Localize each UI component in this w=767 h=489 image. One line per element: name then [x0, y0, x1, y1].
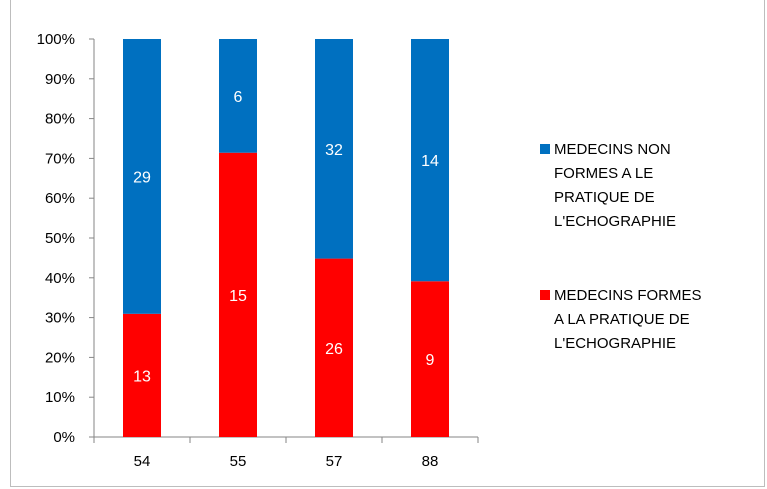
data-label: 6 — [234, 89, 243, 106]
data-label: 13 — [133, 368, 151, 385]
bar-segment-formes — [411, 281, 449, 437]
bar-segment-formes — [219, 152, 257, 437]
x-tick-label: 57 — [326, 453, 343, 470]
y-tick-label: 60% — [45, 190, 75, 207]
x-tick-label: 55 — [230, 453, 247, 470]
legend-label: PRATIQUE DE — [554, 189, 655, 206]
y-tick-label: 50% — [45, 230, 75, 247]
y-tick-label: 70% — [45, 150, 75, 167]
y-tick-label: 80% — [45, 111, 75, 128]
legend-swatch-formes — [540, 290, 550, 300]
bar-segment-non-formes — [219, 39, 257, 153]
bar-segment-non-formes — [315, 39, 353, 259]
y-tick-label: 90% — [45, 71, 75, 88]
data-label: 32 — [325, 142, 343, 159]
bar-segment-formes — [315, 258, 353, 437]
y-tick-label: 10% — [45, 389, 75, 406]
x-tick-label: 88 — [422, 453, 439, 470]
y-tick-label: 0% — [53, 429, 75, 446]
y-tick-label: 30% — [45, 310, 75, 327]
legend-label: L'ECHOGRAPHIE — [554, 335, 676, 352]
legend-label: L'ECHOGRAPHIE — [554, 213, 676, 230]
legend-swatch-non-formes — [540, 144, 550, 154]
legend-label: MEDECINS FORMES — [554, 287, 702, 304]
bar-segment-non-formes — [411, 39, 449, 282]
data-label: 15 — [229, 288, 247, 305]
y-tick-label: 40% — [45, 270, 75, 287]
x-tick-label: 54 — [134, 453, 151, 470]
bar-segment-formes — [123, 313, 161, 437]
data-label: 29 — [133, 169, 151, 186]
legend-label: FORMES A LE — [554, 165, 653, 182]
data-label: 14 — [421, 153, 439, 170]
legend-label: MEDECINS NON — [554, 141, 671, 158]
bar-segment-non-formes — [123, 39, 161, 314]
legend-label: A LA PRATIQUE DE — [554, 311, 690, 328]
data-label: 9 — [426, 352, 435, 369]
y-tick-label: 100% — [37, 31, 75, 48]
data-label: 26 — [325, 341, 343, 358]
y-tick-label: 20% — [45, 349, 75, 366]
